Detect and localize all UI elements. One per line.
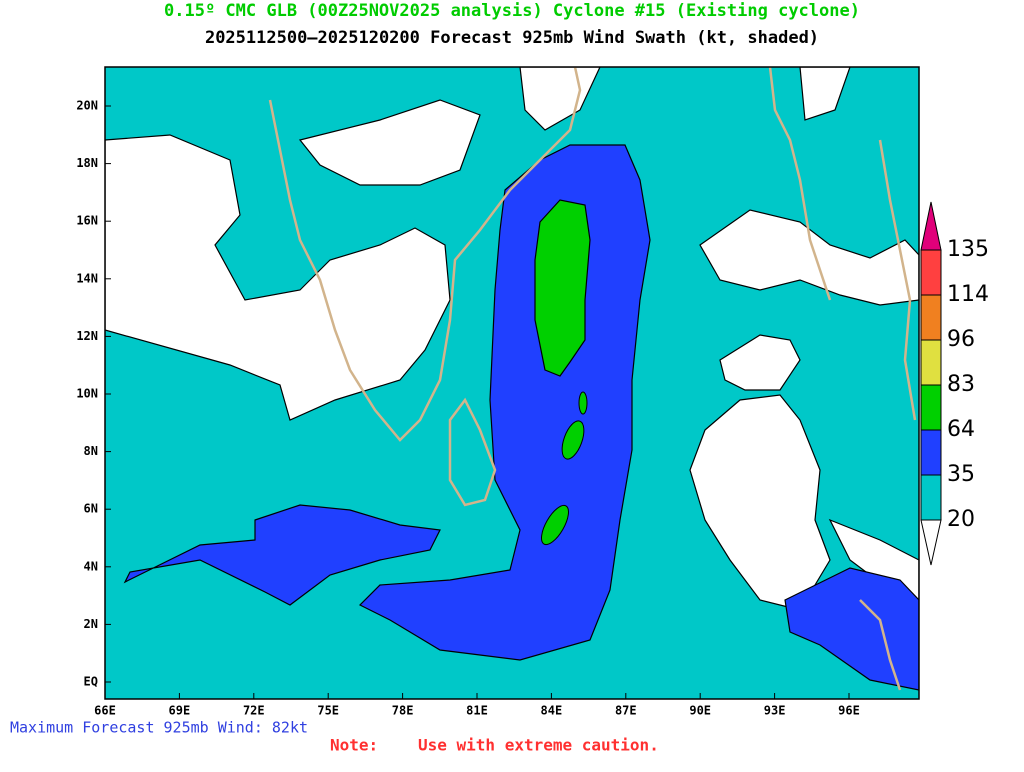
lon-tick-label: 93E [764, 704, 786, 718]
colorbar-above [920, 201, 942, 251]
max-wind: Maximum Forecast 925mb Wind: 82kt [10, 719, 308, 737]
colorbar-below [920, 519, 942, 566]
lon-tick-label: 69E [169, 704, 191, 718]
lat-tick-label: EQ [84, 675, 98, 689]
colorbar-label: 83 [947, 372, 975, 397]
colorbar-segment [920, 294, 942, 341]
colorbar-label: 96 [947, 327, 975, 352]
lon-tick-label: 66E [94, 704, 116, 718]
lon-tick-label: 81E [466, 704, 488, 718]
lat-tick-label: 18N [76, 156, 98, 170]
swath-64kt [541, 504, 569, 546]
colorbar-label: 20 [947, 507, 975, 532]
lat-tick-label: 14N [76, 271, 98, 285]
lon-tick-label: 87E [615, 704, 637, 718]
colorbar-label: 135 [947, 237, 989, 262]
note: Use with extreme caution. [418, 736, 659, 755]
lat-tick-label: 8N [84, 444, 98, 458]
ticks: 66E 69E 72E 75E 78E 81E 84E 87E 90E 93E 96E EQ 2N 4N 6… [76, 99, 860, 718]
lon-tick-label: 96E [838, 704, 860, 718]
title: 0.15º CMC GLB (00Z25NOV2025 analysis) Cy… [164, 1, 860, 21]
colorbar-segment [920, 339, 942, 386]
colorbar-label: 114 [947, 282, 989, 307]
lat-tick-label: 12N [76, 329, 98, 343]
map [105, 67, 919, 699]
swath-64kt [578, 391, 588, 415]
below-threshold-areas [105, 67, 919, 621]
swath-64kt [534, 199, 591, 377]
note-label: Note: [330, 736, 378, 755]
colorbar-segment [920, 474, 942, 521]
colorbar-segment [920, 384, 942, 431]
lon-tick-label: 90E [689, 704, 711, 718]
lon-tick-label: 75E [317, 704, 339, 718]
lat-tick-label: 6N [84, 502, 98, 516]
colorbar-segment [920, 429, 942, 476]
lon-tick-label: 72E [243, 704, 265, 718]
lat-tick-label: 16N [76, 214, 98, 228]
swath-35kt [784, 567, 919, 691]
lon-tick-label: 78E [392, 704, 414, 718]
swath-64kt [561, 420, 585, 460]
colorbar-label: 35 [947, 462, 975, 487]
swath-35kt [123, 504, 441, 606]
lon-tick-label: 84E [541, 704, 563, 718]
lat-tick-label: 2N [84, 617, 98, 631]
subtitle: 2025112500–2025120200 Forecast 925mb Win… [205, 28, 819, 48]
colorbar: 20 35 64 83 96 114 135 [920, 201, 989, 566]
lat-tick-label: 4N [84, 559, 98, 573]
map-frame [104, 66, 920, 700]
lat-tick-label: 20N [76, 99, 98, 113]
coastline [268, 67, 917, 691]
colorbar-label: 64 [947, 417, 975, 442]
lat-tick-label: 10N [76, 387, 98, 401]
colorbar-segment [920, 249, 942, 296]
